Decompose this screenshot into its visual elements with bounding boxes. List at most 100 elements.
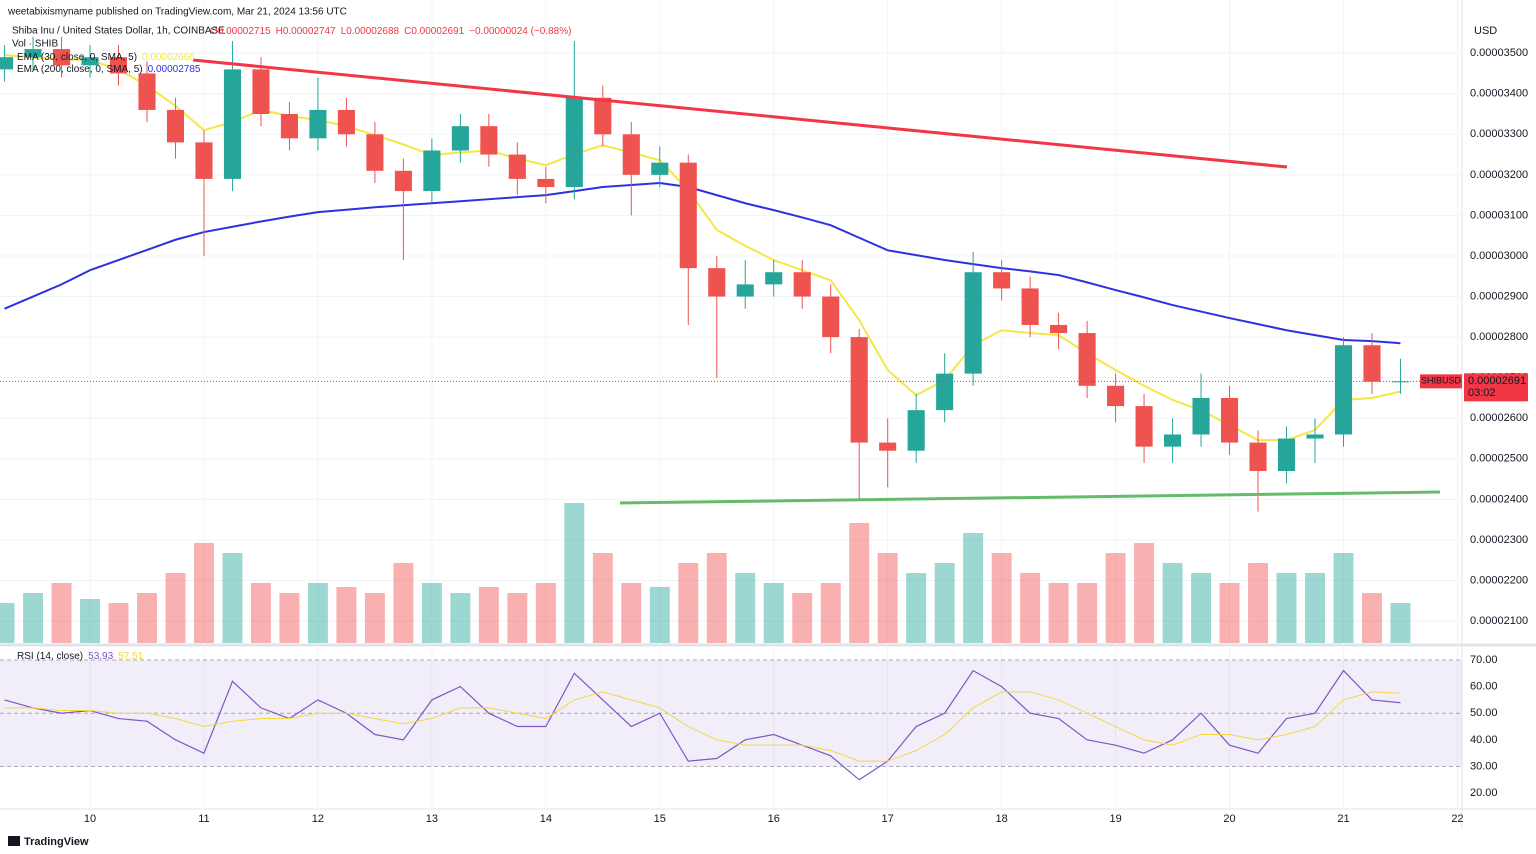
volume-bar	[364, 593, 385, 643]
x-tick-label: 10	[84, 813, 96, 825]
candle-body	[508, 154, 526, 179]
candle-body	[822, 296, 840, 338]
candle-body	[0, 57, 14, 70]
volume-bar	[1305, 573, 1325, 643]
volume-bar	[535, 583, 556, 643]
logo-icon	[8, 836, 20, 846]
candle-body	[423, 150, 441, 192]
x-tick-label: 12	[312, 813, 324, 825]
x-tick-label: 19	[1109, 813, 1121, 825]
candle-body	[337, 109, 355, 135]
volume-bar	[478, 587, 499, 643]
volume-bar	[735, 573, 756, 643]
candle-body	[793, 272, 811, 297]
rsi-tick-label: 30.00	[1470, 760, 1498, 772]
y-tick-label: 0.00003400	[1470, 88, 1528, 100]
legend-value: EMA (30, close, 0, SMA, 5)	[17, 52, 137, 63]
volume-bar	[706, 553, 727, 643]
symbol-tag-text: SHIBUSD	[1421, 376, 1462, 386]
volume-bar	[1219, 583, 1240, 643]
ema-line	[4, 181, 1401, 345]
volume-bar	[820, 583, 841, 643]
legend-value: C0.00002691	[404, 26, 464, 37]
volume-bar	[564, 503, 585, 643]
legend-value: −0.00000024 (−0.88%)	[469, 26, 571, 37]
publisher: weetabixismyname published on TradingVie…	[7, 7, 347, 18]
x-tick-label: 22	[1451, 813, 1463, 825]
ema-legend: EMA (30, close, 0, SMA, 5) 0.00002666	[17, 52, 195, 63]
volume-bar	[194, 543, 214, 643]
y-tick-label: 0.00002800	[1470, 331, 1528, 343]
volume-bar	[23, 593, 44, 643]
y-tick-label: 0.00002900	[1470, 290, 1528, 302]
rsi-line	[4, 691, 1401, 762]
candle-body	[651, 162, 669, 175]
y-tick-label: 0.00003100	[1470, 209, 1528, 221]
rsi-legend: RSI (14, close) 53.93 57.51	[17, 651, 144, 662]
x-tick-label: 16	[768, 813, 780, 825]
volume	[0, 503, 1411, 643]
rsi-tick-label: 60.00	[1470, 681, 1498, 693]
ema-legend: EMA (200, close, 0, SMA, 5) 0.00002785	[17, 64, 201, 75]
volume-bar	[877, 553, 898, 643]
price-tag-countdown: 03:02	[1468, 387, 1496, 399]
volume-bar	[1134, 543, 1155, 643]
volume-bar	[108, 603, 129, 643]
ohlc: O0.00002715 H0.00002747 L0.00002688 C0.0000…	[210, 26, 571, 37]
x-tick-label: 11	[198, 813, 209, 825]
rsi-tick-label: 70.00	[1470, 654, 1498, 666]
candle-body	[1107, 385, 1125, 407]
volume-bar	[792, 593, 813, 643]
price-tag-value: 0.00002691	[1468, 375, 1526, 387]
volume-bar	[393, 563, 414, 643]
legend-value: H0.00002747	[276, 26, 336, 37]
candle-body	[252, 69, 270, 114]
y-tick-label: 0.00003200	[1470, 169, 1528, 181]
candle-body	[537, 178, 555, 188]
x-tick-label: 13	[426, 813, 438, 825]
candle-body	[195, 142, 213, 179]
candle-body	[480, 126, 498, 155]
y-tick-label: 0.00002500	[1470, 453, 1528, 465]
legend-value: 0.00002666	[142, 52, 195, 63]
candle-body	[1277, 438, 1296, 471]
x-tick-label: 18	[996, 813, 1008, 825]
volume-bar	[421, 583, 442, 643]
candle-body	[81, 57, 99, 66]
candle-body	[1391, 381, 1410, 383]
legend-value: EMA (200, close, 0, SMA, 5)	[17, 64, 143, 75]
volume-bar	[450, 593, 471, 643]
candle-body	[850, 337, 868, 443]
volume-bar	[1162, 563, 1183, 643]
candle-body	[964, 272, 982, 374]
rsi-line	[4, 669, 1401, 781]
y-tick-label: 0.00002300	[1470, 534, 1528, 546]
candle-body	[1334, 345, 1353, 435]
volume-bar	[250, 583, 271, 643]
candle-body	[24, 49, 42, 58]
volume-bar	[51, 583, 72, 643]
candle-body	[1050, 324, 1068, 334]
y-tick-label: 0.00003000	[1470, 250, 1528, 262]
candle-body	[223, 69, 242, 179]
volume-bar	[991, 553, 1012, 643]
volume-bar	[222, 553, 243, 643]
candle-body	[765, 272, 783, 285]
legend-value: RSI (14, close)	[17, 651, 83, 662]
price-tag	[1464, 373, 1528, 402]
rsi-tick-label: 50.00	[1470, 707, 1498, 719]
candle-body	[622, 134, 640, 175]
candle-body	[1306, 434, 1324, 439]
volume-bar	[0, 603, 15, 643]
volume-bar	[307, 583, 328, 643]
volume-bar	[1105, 553, 1126, 643]
y-tick-label: 0.00002600	[1470, 412, 1528, 424]
candle-body	[708, 268, 726, 297]
volume-bar	[621, 583, 642, 643]
rsi-tick-label: 40.00	[1470, 734, 1498, 746]
volume-bar	[165, 573, 186, 643]
axes: 0.00002100 0.00002200 0.00002300 0.00002400…	[0, 47, 1528, 825]
candle-body	[451, 126, 469, 151]
